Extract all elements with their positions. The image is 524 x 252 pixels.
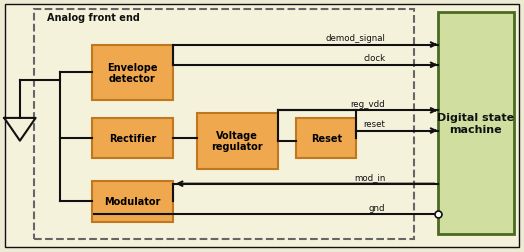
Text: mod_in: mod_in	[354, 172, 385, 181]
Text: demod_signal: demod_signal	[325, 34, 385, 43]
Text: Voltage
regulator: Voltage regulator	[211, 130, 263, 152]
FancyBboxPatch shape	[196, 113, 278, 169]
FancyBboxPatch shape	[438, 13, 514, 234]
Text: Digital state
machine: Digital state machine	[437, 113, 514, 134]
Text: Analog front end: Analog front end	[47, 13, 140, 23]
Text: reg_vdd: reg_vdd	[351, 99, 385, 108]
Text: reset: reset	[363, 119, 385, 129]
Text: Rectifier: Rectifier	[108, 134, 156, 144]
FancyBboxPatch shape	[92, 45, 173, 101]
Text: gnd: gnd	[369, 203, 385, 212]
FancyBboxPatch shape	[5, 5, 519, 247]
Text: Modulator: Modulator	[104, 197, 160, 207]
Text: clock: clock	[363, 54, 385, 63]
FancyBboxPatch shape	[92, 118, 173, 159]
Text: Envelope
detector: Envelope detector	[107, 62, 158, 84]
FancyBboxPatch shape	[296, 118, 356, 159]
FancyBboxPatch shape	[92, 181, 173, 222]
Text: Reset: Reset	[311, 134, 342, 144]
